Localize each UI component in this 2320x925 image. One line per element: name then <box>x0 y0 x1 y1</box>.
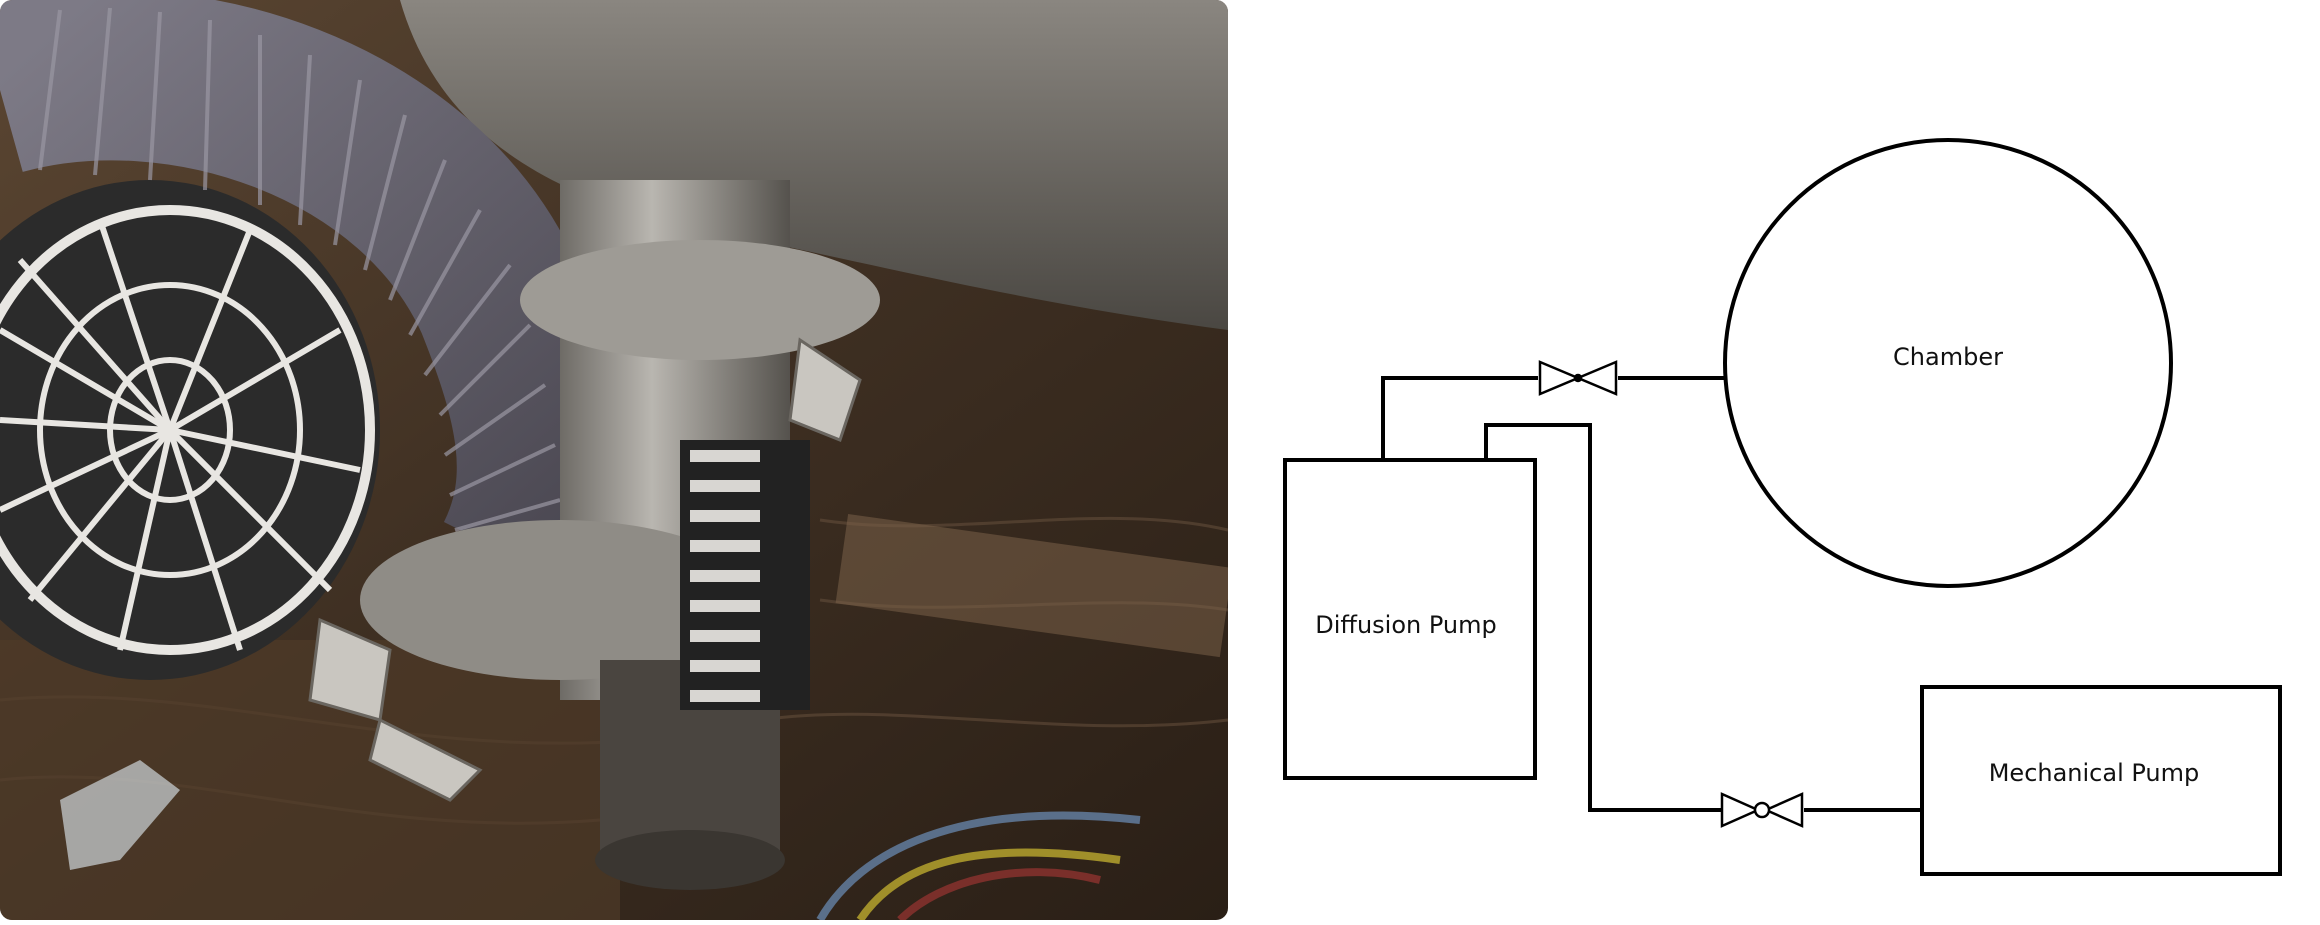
heat-sink-fins <box>680 440 810 710</box>
mid-flange <box>360 520 760 680</box>
roughing-pipe <box>1484 423 1722 812</box>
mechanical-pump-box <box>1920 685 2282 876</box>
diffusion-pump-box <box>1283 458 1537 780</box>
diffusion-pump-label: Diffusion Pump <box>1315 611 1496 639</box>
top-flange <box>520 240 880 360</box>
chamber-circle <box>1723 138 2173 588</box>
chamber-tank <box>400 0 1228 330</box>
mechanical-pump-label: Mechanical Pump <box>1989 759 2200 787</box>
chamber-label: Chamber <box>1893 343 2003 371</box>
power-wires <box>816 811 1141 920</box>
lower-valve-icon <box>1720 792 1804 828</box>
schematic-svg: Chamber Diffusion Pump Mechanical Pump <box>1283 138 2282 876</box>
upper-valve-icon <box>1538 360 1618 396</box>
bench-plank <box>0 640 620 920</box>
flange-clamps <box>308 337 862 802</box>
vacuum-system-photo <box>0 0 1228 920</box>
foreline-pipe-upper <box>1381 376 1538 460</box>
vacuum-schematic: Chamber Diffusion Pump Mechanical Pump <box>1228 0 2320 920</box>
hose-ribs <box>38 7 561 532</box>
photo-illustration <box>0 0 1228 920</box>
cooling-fan <box>0 180 380 680</box>
flexible-hose <box>0 0 627 598</box>
wood-board <box>835 513 1228 658</box>
glass-fragment <box>60 760 180 870</box>
pump-base-rim <box>595 830 785 890</box>
